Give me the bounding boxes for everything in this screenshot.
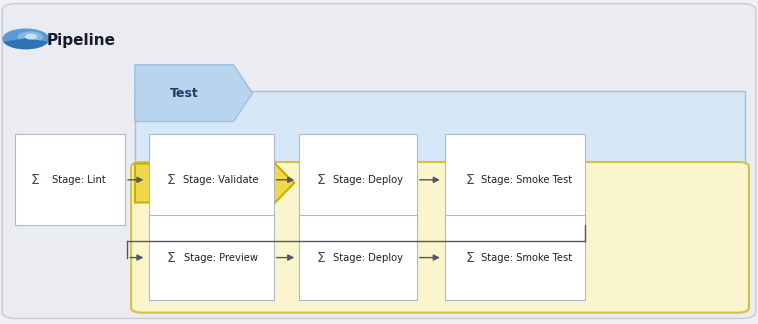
Text: Σ: Σ [316,250,325,265]
Text: Production: Production [167,177,243,190]
Text: Σ: Σ [466,250,475,265]
FancyBboxPatch shape [2,4,756,318]
Text: Stage: Validate: Stage: Validate [183,175,259,185]
Text: Stage: Deploy: Stage: Deploy [333,253,402,262]
Text: Stage: Deploy: Stage: Deploy [333,175,402,185]
Wedge shape [5,39,47,49]
Polygon shape [135,65,252,122]
FancyBboxPatch shape [131,162,749,313]
Circle shape [3,29,49,49]
Text: Σ: Σ [466,173,475,187]
Circle shape [26,34,36,39]
Text: Σ: Σ [167,250,175,265]
Polygon shape [135,164,294,202]
FancyBboxPatch shape [299,215,417,300]
FancyBboxPatch shape [15,134,125,225]
FancyBboxPatch shape [445,134,585,225]
Text: Stage: Smoke Test: Stage: Smoke Test [481,175,572,185]
Text: Stage: Smoke Test: Stage: Smoke Test [481,253,572,262]
Text: Σ: Σ [30,173,39,187]
FancyBboxPatch shape [149,134,274,225]
Text: Stage: Preview: Stage: Preview [184,253,258,262]
Text: Pipeline: Pipeline [47,33,116,48]
Text: Σ: Σ [167,173,175,187]
FancyBboxPatch shape [299,134,417,225]
Text: Σ: Σ [316,173,325,187]
Text: Stage: Lint: Stage: Lint [52,175,106,185]
FancyBboxPatch shape [445,215,585,300]
FancyBboxPatch shape [149,215,274,300]
Circle shape [18,32,42,42]
Text: Test: Test [170,87,199,100]
FancyBboxPatch shape [135,91,745,285]
